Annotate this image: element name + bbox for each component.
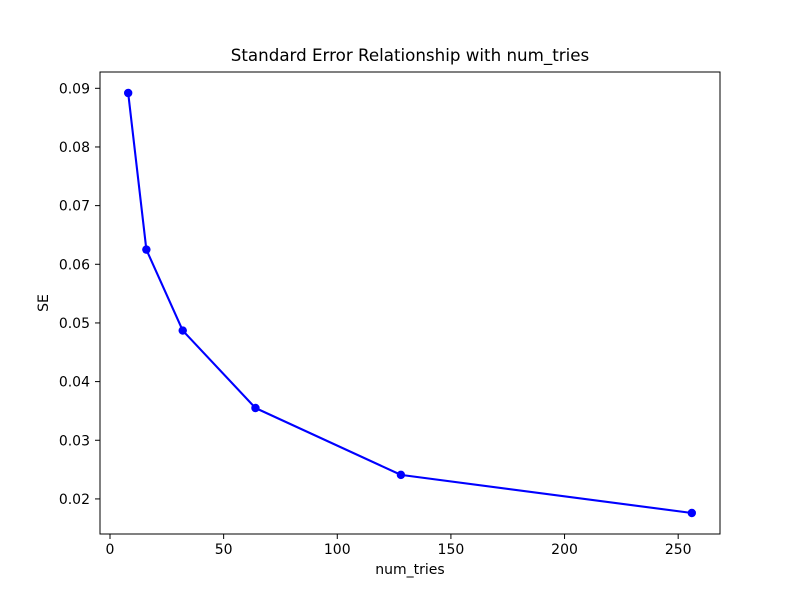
plot-area	[99, 71, 721, 535]
data-point-marker	[687, 508, 697, 518]
data-point-marker	[142, 245, 151, 254]
data-point-marker	[123, 88, 133, 98]
y-tick-label: 0.03	[59, 433, 90, 449]
y-axis-ticks: 0.02 0.03 0.04 0.05 0.06 0.07 0.08 0.09	[59, 81, 100, 508]
y-axis-label: SE	[36, 294, 52, 312]
y-tick-label: 0.04	[59, 375, 90, 391]
y-tick-label: 0.05	[59, 316, 90, 332]
y-tick-label: 0.02	[59, 492, 90, 508]
x-tick-label: 0	[106, 542, 115, 558]
data-series	[123, 88, 697, 518]
x-tick-label: 50	[215, 542, 233, 558]
data-point-marker	[396, 470, 406, 480]
x-tick-label: 200	[551, 542, 578, 558]
y-tick-label: 0.08	[59, 140, 90, 156]
chart-title: Standard Error Relationship with num_tri…	[231, 45, 589, 66]
y-tick-label: 0.06	[59, 257, 90, 273]
x-tick-label: 250	[665, 542, 692, 558]
x-tick-label: 150	[438, 542, 465, 558]
x-axis-label: num_tries	[375, 562, 444, 578]
series-line	[127, 91, 693, 515]
y-tick-label: 0.09	[59, 81, 90, 97]
data-point-marker	[178, 326, 187, 335]
x-tick-label: 100	[324, 542, 351, 558]
x-axis-ticks: 0 50 100 150 200 250	[106, 534, 692, 558]
data-point-marker	[251, 403, 260, 413]
y-tick-label: 0.07	[59, 199, 90, 215]
